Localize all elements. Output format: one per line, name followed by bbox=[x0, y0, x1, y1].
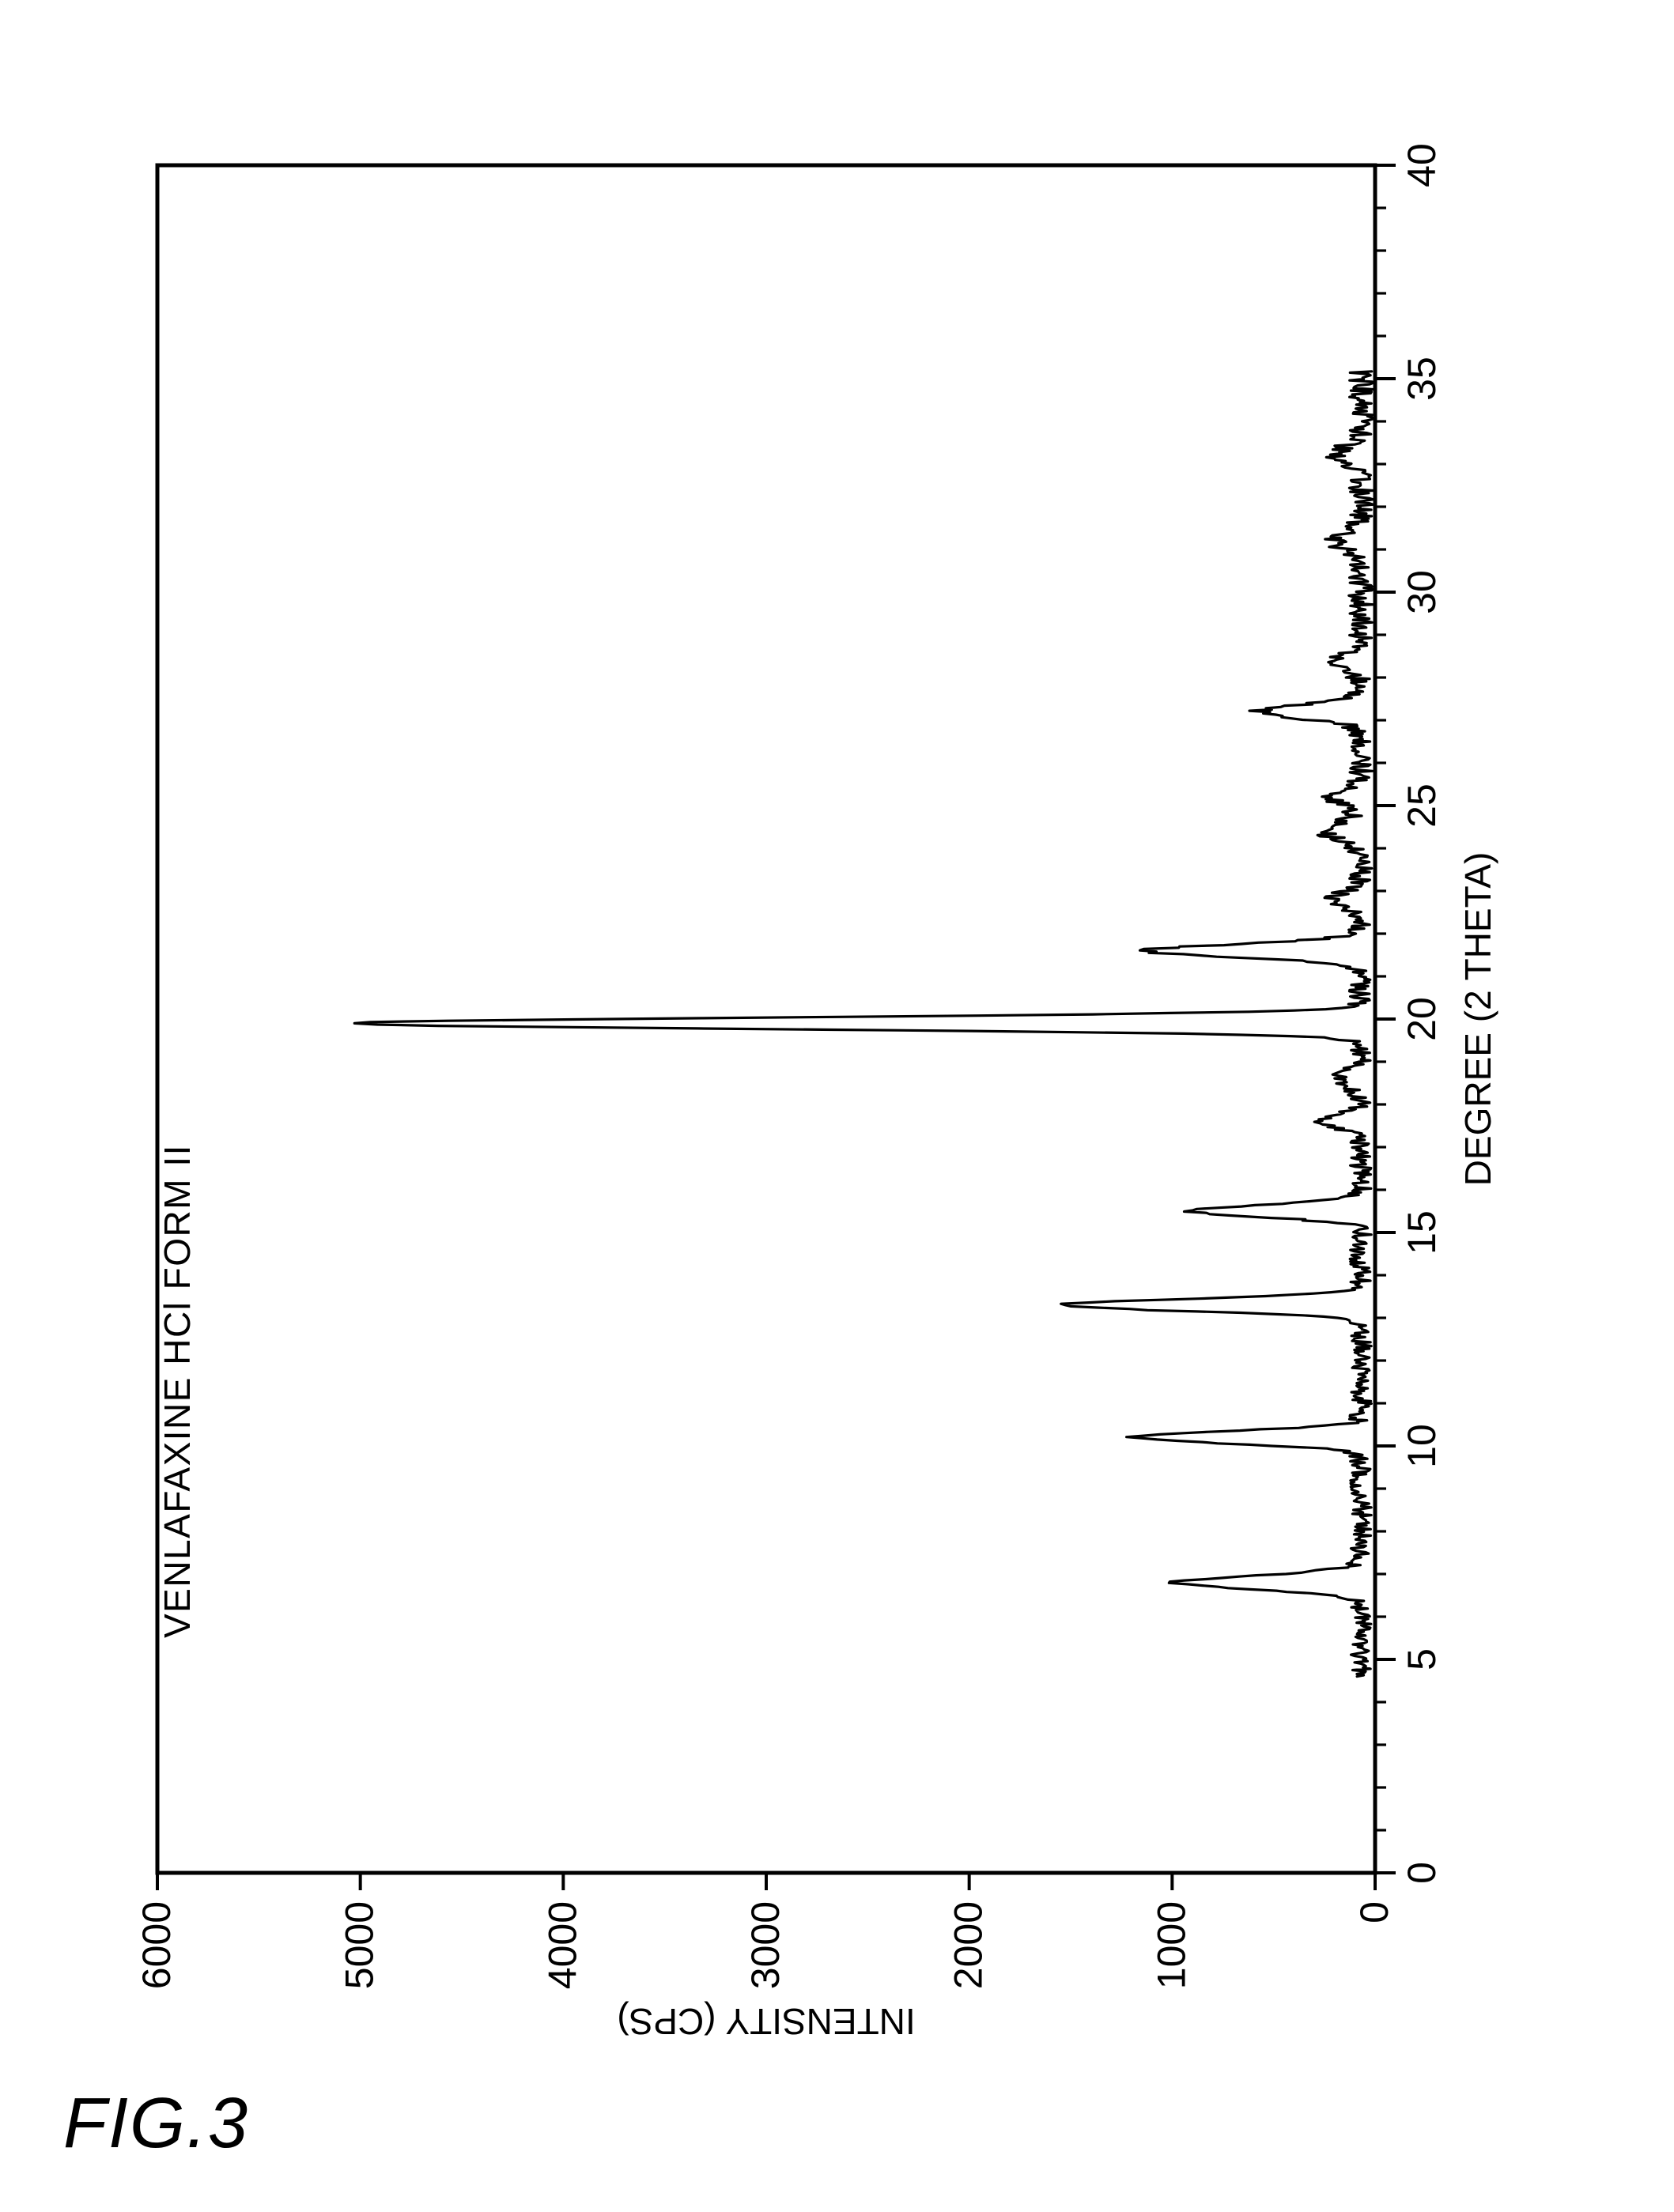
x-tick-label: 35 bbox=[1400, 357, 1444, 401]
y-tick-label: 2000 bbox=[946, 1901, 990, 1989]
y-tick-label: 5000 bbox=[337, 1901, 381, 1989]
x-tick-label: 0 bbox=[1400, 1862, 1444, 1884]
x-tick-label: 5 bbox=[1400, 1648, 1444, 1670]
chart-title: VENLAFAXINE HCl FORM II bbox=[156, 1144, 197, 1638]
y-tick-label: 1000 bbox=[1149, 1901, 1193, 1989]
x-tick-label: 15 bbox=[1400, 1210, 1444, 1255]
y-tick-label: 4000 bbox=[540, 1901, 584, 1989]
x-tick-label: 10 bbox=[1400, 1424, 1444, 1468]
x-axis-label: DEGREE (2 THETA) bbox=[1457, 852, 1498, 1187]
plot-frame bbox=[157, 165, 1375, 1873]
y-tick-label: 0 bbox=[1352, 1901, 1396, 1923]
x-tick-label: 40 bbox=[1400, 143, 1444, 187]
y-tick-label: 3000 bbox=[743, 1901, 788, 1989]
xrd-chart: 0 5 10 15 20 25 30 35 40 DEGREE (2 THETA) 0 1000 200… bbox=[126, 118, 1549, 2094]
x-tick-label: 25 bbox=[1400, 783, 1444, 828]
figure-label: FIG.3 bbox=[63, 2083, 249, 2165]
y-tick-label: 6000 bbox=[134, 1901, 179, 1989]
y-axis-label: INTENSITY (CPS) bbox=[617, 2001, 915, 2042]
x-tick-label: 30 bbox=[1400, 570, 1444, 614]
xrd-trace bbox=[354, 372, 1373, 1677]
x-tick-label: 20 bbox=[1400, 997, 1444, 1041]
